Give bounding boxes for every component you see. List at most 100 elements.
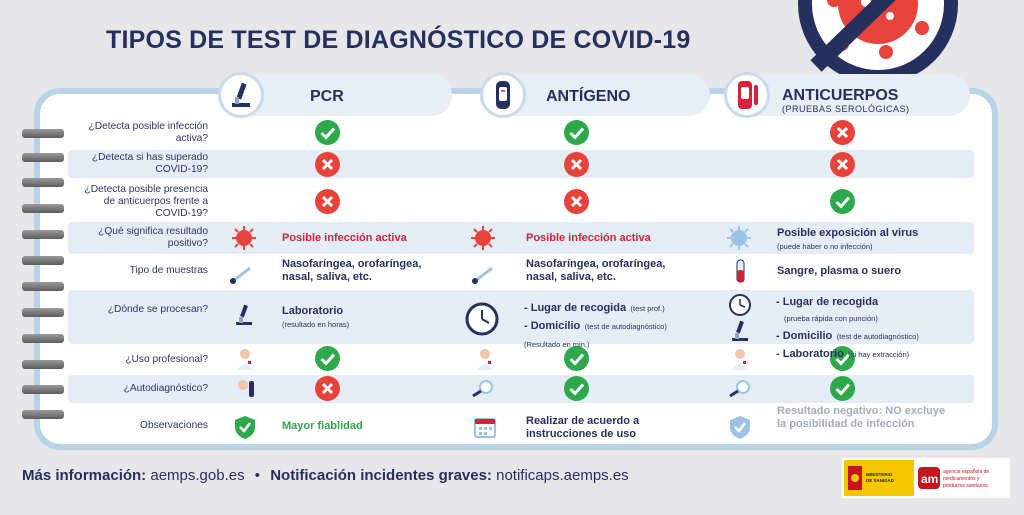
antigen-test-icon — [480, 72, 526, 118]
virus-icon — [471, 226, 495, 250]
column-sublabel-anticuerpos: (PRUEBAS SEROLÓGICAS) — [782, 104, 910, 114]
anticuerpos-positive-meaning: Posible exposición al virus — [777, 227, 919, 239]
anticuerpos-where-2: - Domicilio — [776, 330, 833, 342]
binding-ring — [22, 256, 64, 265]
question-professional-use: ¿Uso profesional? — [125, 354, 208, 365]
question-positive-meaning: ¿Qué significa resultado positivo? — [98, 226, 208, 249]
footer-info: Más información: aemps.gob.es • Notifica… — [22, 467, 629, 484]
column-label-antigeno: ANTÍGENO — [546, 88, 631, 105]
antigeno-where-2-note: (test de autodiagnóstico) — [584, 322, 667, 331]
cross-icon — [315, 189, 340, 214]
svg-text:am: am — [921, 472, 938, 486]
column-header-pcr — [228, 74, 452, 116]
question-active-infection: ¿Detecta posible infección activa? — [88, 121, 208, 144]
cross-icon — [830, 120, 855, 145]
anticuerpos-where-2-note: (test de autodiagnóstico) — [836, 332, 919, 341]
blood-test-icon — [724, 72, 770, 118]
column-label-anticuerpos: ANTICUERPOS — [782, 87, 899, 104]
svg-text:DE SANIDAD: DE SANIDAD — [866, 478, 895, 483]
question-overcome: ¿Detecta si has superado COVID-19? — [91, 152, 208, 175]
health-professional-icon — [237, 349, 253, 370]
cross-icon — [315, 152, 340, 177]
magnifier-icon — [729, 380, 750, 398]
question-self-test: ¿Autodiagnóstico? — [123, 383, 208, 394]
anticuerpos-positive-note: (puede haber o no infección) — [777, 242, 873, 251]
anticuerpos-where-3: - Laboratorio — [776, 348, 844, 360]
swab-icon — [230, 266, 251, 284]
binding-ring — [22, 360, 64, 369]
pcr-where-processed: Laboratorio — [282, 305, 344, 317]
notification-link[interactable]: notificaps.aemps.es — [496, 467, 629, 484]
pcr-sample-type: Nasofaríngea, orofaríngea, nasal, saliva… — [282, 258, 422, 283]
anticuerpos-sample-type: Sangre, plasma o suero — [777, 265, 902, 277]
binding-ring — [22, 282, 64, 291]
pcr-where-note: (resultado en horas) — [282, 320, 350, 329]
binding-ring — [22, 385, 64, 394]
anticuerpos-where-1-note: (prueba rápida con punción) — [784, 314, 878, 323]
check-icon — [564, 346, 589, 371]
swab-icon — [472, 266, 493, 284]
binding-ring — [22, 410, 64, 419]
svg-text:agencia española de: agencia española de — [943, 469, 989, 475]
health-professional-icon — [732, 349, 748, 370]
binding-ring — [22, 153, 64, 162]
footer-separator: • — [254, 467, 261, 484]
check-icon — [315, 120, 340, 145]
check-icon — [564, 120, 589, 145]
logos-panel: MINISTERIO DE SANIDAD am agencia español… — [842, 458, 1010, 498]
binding-ring — [22, 129, 64, 138]
antigeno-observation: Realizar de acuerdo a instrucciones de u… — [526, 415, 640, 440]
antigeno-where-2: - Domicilio — [524, 320, 581, 332]
antigeno-positive-meaning: Posible infección activa — [526, 232, 651, 244]
column-header-anticuerpos — [730, 74, 970, 116]
binding-ring — [22, 204, 64, 213]
check-icon — [830, 376, 855, 401]
cross-icon — [315, 376, 340, 401]
anticuerpos-observation: Resultado negativo: NO excluye la posibi… — [777, 405, 946, 430]
no-virus-icon — [798, 0, 958, 84]
binding-ring — [22, 334, 64, 343]
check-icon — [315, 346, 340, 371]
anticuerpos-where-1: - Lugar de recogida — [776, 296, 879, 308]
antigeno-where-1-note: (test prof.) — [630, 304, 665, 313]
cross-icon — [564, 152, 589, 177]
binding-ring — [22, 230, 64, 239]
microscope-icon — [732, 320, 748, 341]
anticuerpos-where-3-note: (si hay extracción) — [848, 350, 910, 359]
ministry-logo: MINISTERIO DE SANIDAD — [844, 460, 914, 496]
calendar-icon — [474, 418, 496, 438]
notification-label: Notificación incidentes graves: — [270, 467, 492, 484]
magnifier-icon — [472, 380, 493, 398]
clock-icon — [729, 294, 751, 316]
row-band — [68, 222, 974, 254]
page-title: TIPOS DE TEST DE DIAGNÓSTICO DE COVID-19 — [106, 26, 691, 54]
row-band — [68, 150, 974, 178]
question-where-processed: ¿Dónde se procesan? — [107, 304, 208, 315]
clock-icon — [465, 302, 499, 336]
microscope-icon — [236, 304, 252, 325]
blue-shield-icon — [730, 416, 750, 439]
svg-text:medicamentos y: medicamentos y — [943, 476, 980, 482]
antigeno-where-3-note: (Resultado en min.) — [524, 340, 590, 349]
check-icon — [830, 189, 855, 214]
binding-ring — [22, 178, 64, 187]
row-band — [68, 290, 974, 344]
pcr-observation: Mayor fiablidad — [282, 420, 363, 432]
question-antibodies: ¿Detecta posible presencia de anticuerpo… — [84, 184, 208, 219]
question-observations: Observaciones — [140, 420, 208, 431]
check-icon — [564, 376, 589, 401]
virus-icon — [232, 226, 256, 250]
health-professional-icon — [477, 349, 493, 370]
blood-tube-icon — [736, 259, 745, 283]
green-shield-icon — [235, 416, 255, 439]
microscope-icon — [218, 72, 264, 118]
info-link[interactable]: aemps.gob.es — [150, 467, 245, 484]
row-band — [68, 375, 974, 403]
svg-text:MINISTERIO: MINISTERIO — [866, 472, 893, 477]
column-label-pcr: PCR — [310, 88, 344, 105]
binding-ring — [22, 308, 64, 317]
question-sample-type: Tipo de muestras — [129, 265, 208, 276]
aemps-logo: am agencia española de medicamentos y pr… — [918, 467, 989, 489]
virus-outline-icon — [727, 226, 751, 250]
cross-icon — [830, 152, 855, 177]
